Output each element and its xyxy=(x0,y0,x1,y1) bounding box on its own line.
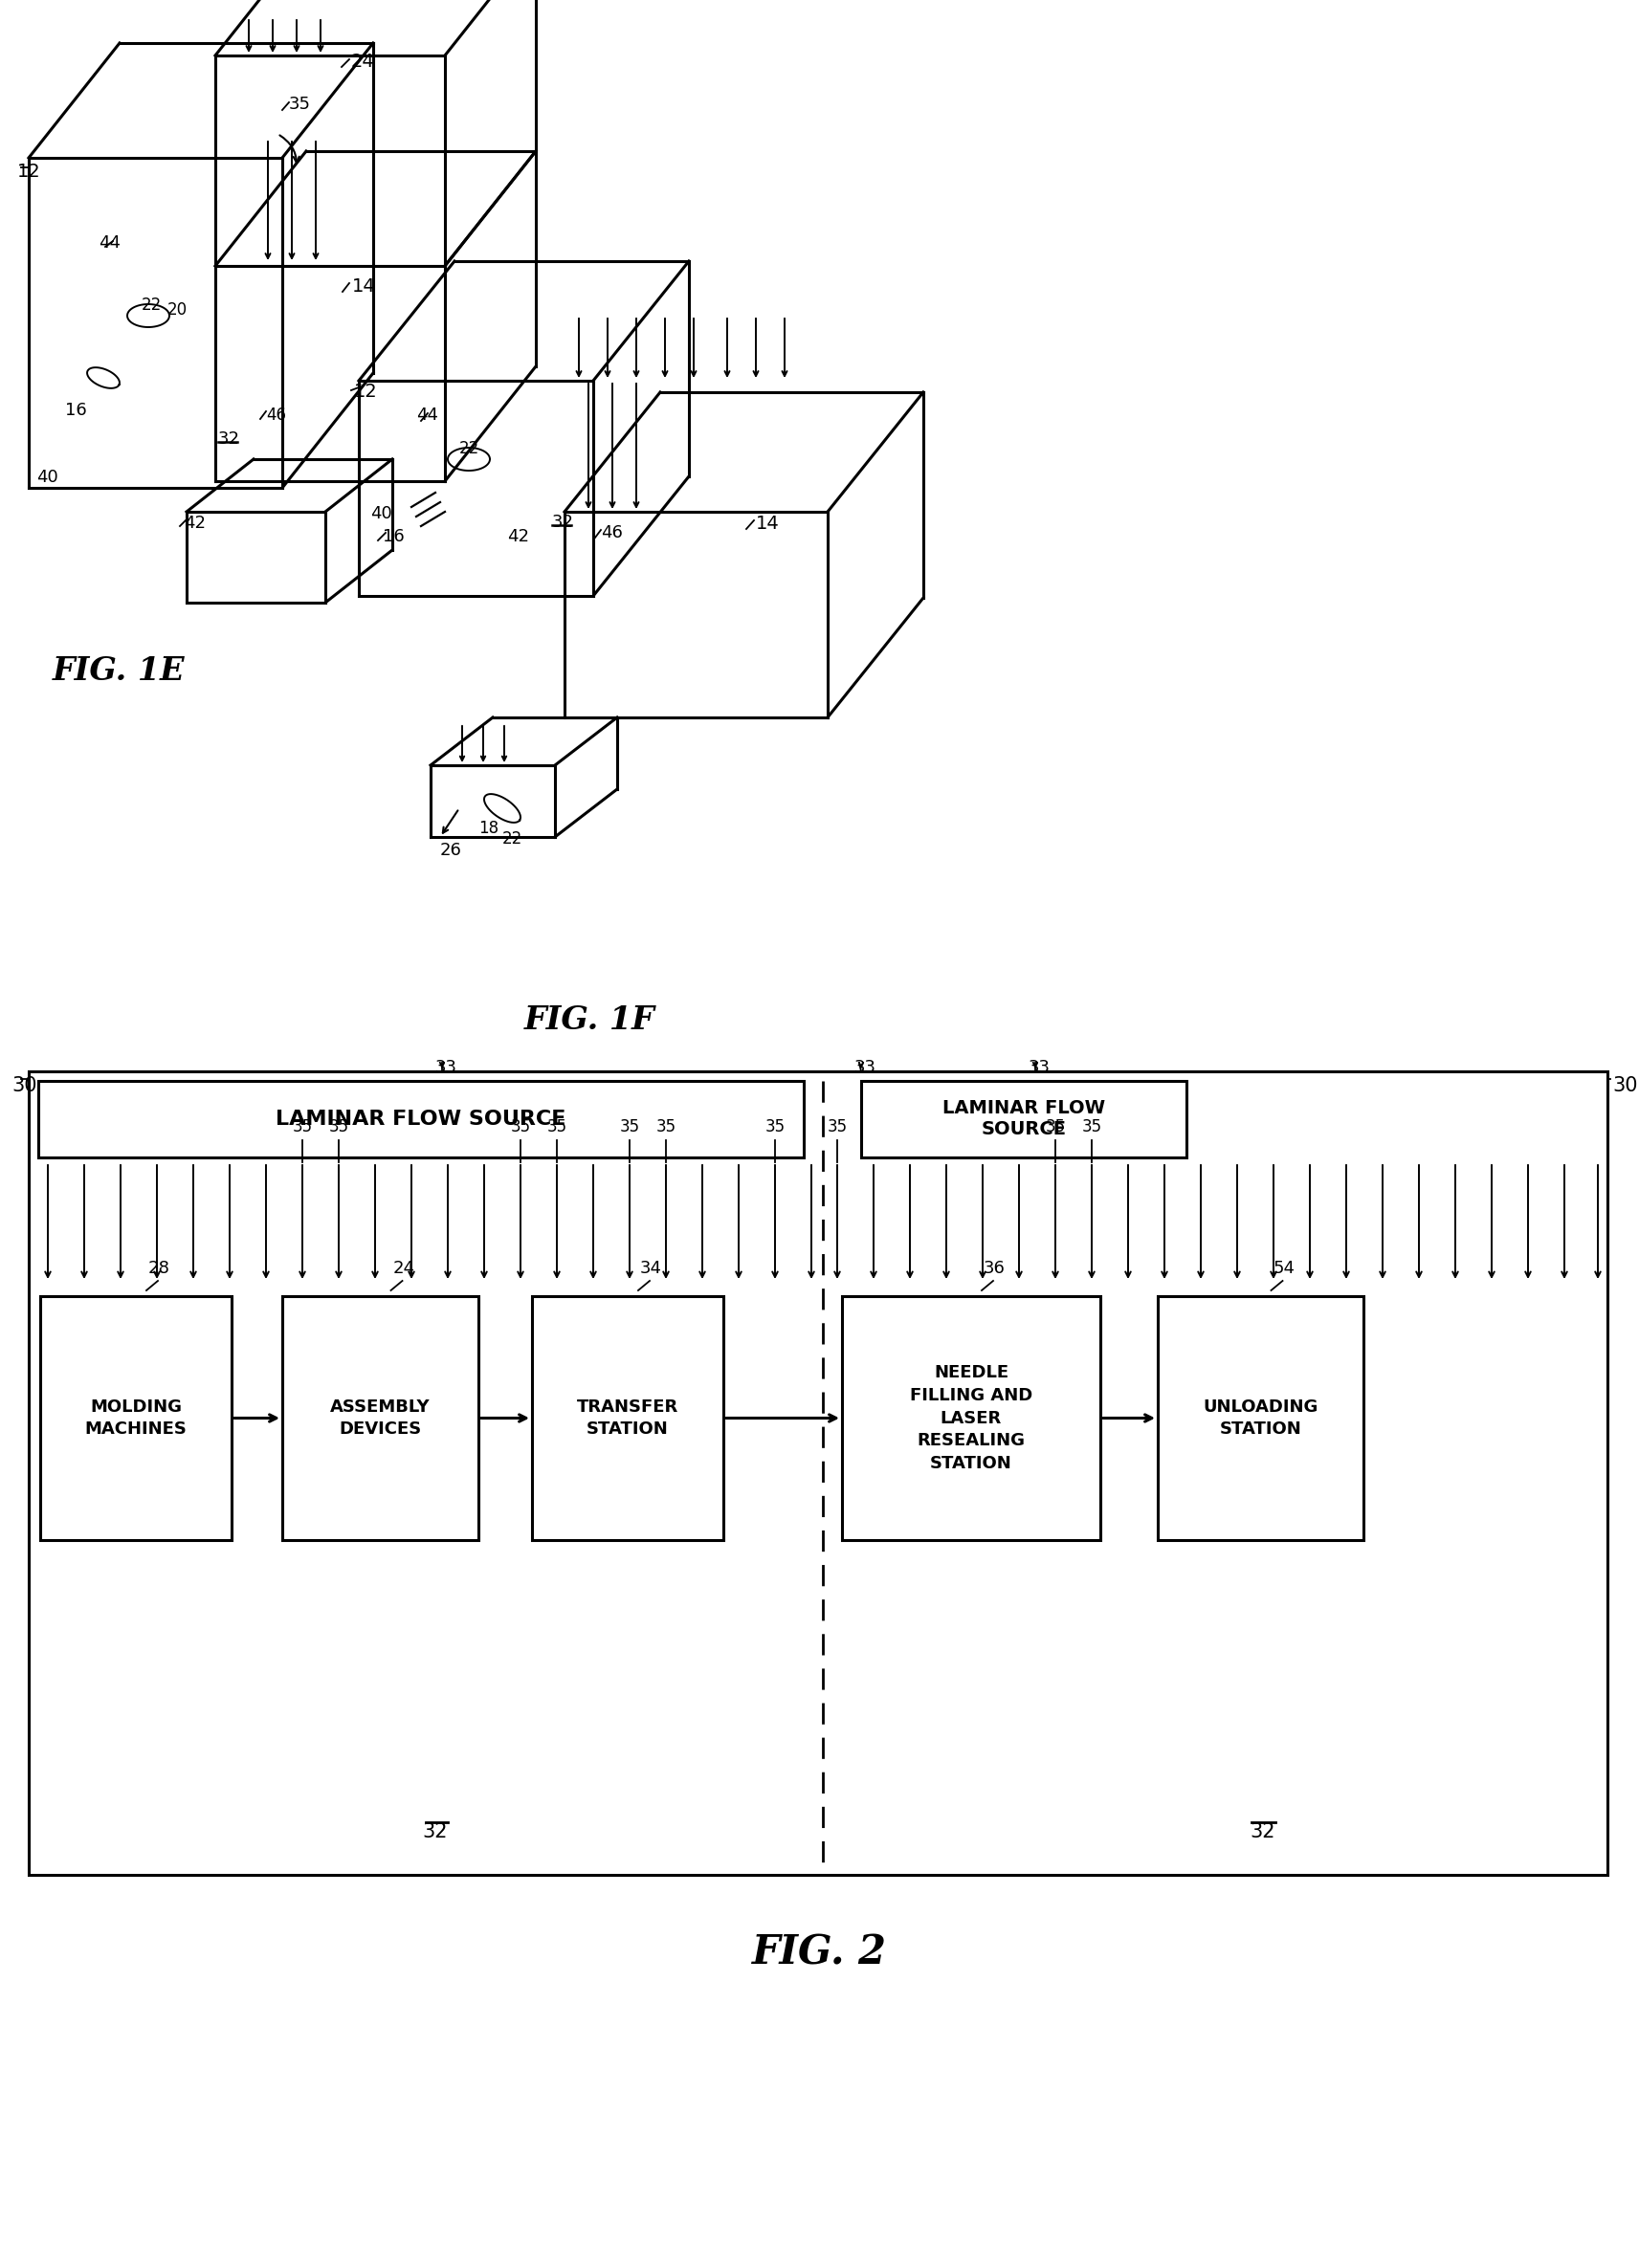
Text: 54: 54 xyxy=(1274,1259,1295,1277)
Text: 46: 46 xyxy=(266,406,287,424)
Text: 35: 35 xyxy=(510,1118,531,1136)
Text: 32: 32 xyxy=(218,431,241,447)
Text: 33: 33 xyxy=(854,1059,877,1075)
Text: 46: 46 xyxy=(602,524,623,542)
Text: 44: 44 xyxy=(416,406,438,424)
Text: 35: 35 xyxy=(765,1118,785,1136)
Text: 20: 20 xyxy=(167,302,187,318)
Text: 24: 24 xyxy=(351,52,375,70)
Text: LAMINAR FLOW SOURCE: LAMINAR FLOW SOURCE xyxy=(275,1109,565,1129)
Text: 14: 14 xyxy=(352,277,375,295)
Text: 16: 16 xyxy=(66,401,87,420)
Text: 35: 35 xyxy=(1082,1118,1101,1136)
Text: TRANSFER
STATION: TRANSFER STATION xyxy=(577,1397,679,1438)
Text: 36: 36 xyxy=(983,1259,1005,1277)
Bar xyxy=(41,1295,231,1540)
Text: 44: 44 xyxy=(98,234,121,252)
Text: 18: 18 xyxy=(479,819,498,837)
Text: 32: 32 xyxy=(552,513,574,531)
Text: 35: 35 xyxy=(620,1118,639,1136)
Text: 14: 14 xyxy=(756,515,780,533)
Bar xyxy=(282,1295,479,1540)
Text: 42: 42 xyxy=(506,528,529,544)
Text: 28: 28 xyxy=(148,1259,170,1277)
Text: 12: 12 xyxy=(18,163,41,181)
Text: 35: 35 xyxy=(292,1118,313,1136)
Bar xyxy=(860,1082,1187,1157)
Text: 33: 33 xyxy=(436,1059,457,1075)
Text: 35: 35 xyxy=(828,1118,847,1136)
Bar xyxy=(38,1082,803,1157)
Text: 12: 12 xyxy=(354,383,377,401)
Text: 35: 35 xyxy=(656,1118,675,1136)
Text: 40: 40 xyxy=(370,506,392,522)
Text: 30: 30 xyxy=(11,1075,36,1095)
Text: 22: 22 xyxy=(141,297,162,313)
Text: FIG. 1F: FIG. 1F xyxy=(524,1005,656,1036)
Text: 24: 24 xyxy=(393,1259,415,1277)
Text: 35: 35 xyxy=(328,1118,349,1136)
Text: 35: 35 xyxy=(1046,1118,1065,1136)
Text: 33: 33 xyxy=(1029,1059,1051,1075)
Text: FIG. 2: FIG. 2 xyxy=(752,1932,887,1973)
Text: 22: 22 xyxy=(502,830,523,848)
Text: MOLDING
MACHINES: MOLDING MACHINES xyxy=(85,1397,187,1438)
Bar xyxy=(30,1070,1608,1876)
Text: 32: 32 xyxy=(423,1821,447,1842)
Text: 26: 26 xyxy=(441,841,462,860)
Text: 35: 35 xyxy=(547,1118,567,1136)
Text: 30: 30 xyxy=(1613,1075,1637,1095)
Bar xyxy=(533,1295,723,1540)
Text: UNLOADING
STATION: UNLOADING STATION xyxy=(1203,1397,1318,1438)
Bar xyxy=(1157,1295,1364,1540)
Text: ASSEMBLY
DEVICES: ASSEMBLY DEVICES xyxy=(331,1397,431,1438)
Text: 40: 40 xyxy=(36,469,57,485)
Text: 34: 34 xyxy=(641,1259,662,1277)
Text: FIG. 1E: FIG. 1E xyxy=(52,655,185,687)
Text: 42: 42 xyxy=(184,515,207,533)
Text: 16: 16 xyxy=(384,528,405,544)
Text: 22: 22 xyxy=(459,440,480,458)
Bar xyxy=(842,1295,1100,1540)
Text: LAMINAR FLOW
SOURCE: LAMINAR FLOW SOURCE xyxy=(942,1100,1105,1139)
Text: 35: 35 xyxy=(288,95,311,113)
Text: 32: 32 xyxy=(1251,1821,1275,1842)
Text: NEEDLE
FILLING AND
LASER
RESEALING
STATION: NEEDLE FILLING AND LASER RESEALING STATI… xyxy=(910,1365,1033,1472)
